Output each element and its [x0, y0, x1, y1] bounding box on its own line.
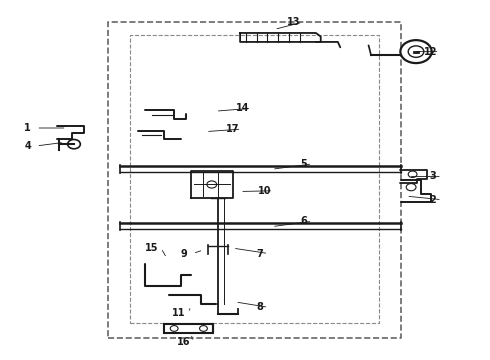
- Polygon shape: [400, 170, 427, 183]
- Text: 11: 11: [172, 308, 186, 318]
- Text: 7: 7: [256, 248, 263, 258]
- Polygon shape: [164, 324, 213, 333]
- Text: 1: 1: [24, 123, 31, 133]
- Text: 16: 16: [177, 337, 191, 347]
- Polygon shape: [145, 264, 191, 286]
- Text: 4: 4: [24, 141, 31, 151]
- Text: 15: 15: [146, 243, 159, 253]
- Polygon shape: [401, 180, 431, 202]
- Polygon shape: [57, 126, 84, 139]
- Text: 14: 14: [236, 103, 249, 113]
- Text: 13: 13: [287, 17, 300, 27]
- Circle shape: [400, 40, 432, 63]
- Text: 17: 17: [226, 124, 240, 134]
- Text: 2: 2: [430, 195, 437, 205]
- Text: 12: 12: [424, 46, 438, 57]
- Text: 8: 8: [256, 302, 263, 312]
- Text: 9: 9: [180, 248, 187, 258]
- Polygon shape: [191, 171, 233, 198]
- Text: 6: 6: [300, 216, 307, 226]
- Text: 5: 5: [300, 159, 307, 169]
- Text: 10: 10: [258, 186, 271, 196]
- Text: 3: 3: [430, 171, 437, 181]
- Polygon shape: [240, 33, 321, 42]
